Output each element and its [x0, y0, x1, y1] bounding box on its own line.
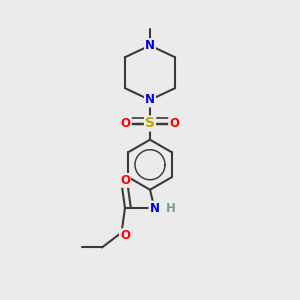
Text: S: S: [145, 116, 155, 130]
Text: O: O: [121, 117, 131, 130]
Text: N: N: [145, 93, 155, 106]
Text: O: O: [120, 174, 130, 187]
Text: H: H: [166, 202, 176, 214]
Text: N: N: [149, 202, 159, 214]
Text: O: O: [120, 229, 130, 242]
Text: O: O: [169, 117, 179, 130]
Text: N: N: [145, 39, 155, 52]
